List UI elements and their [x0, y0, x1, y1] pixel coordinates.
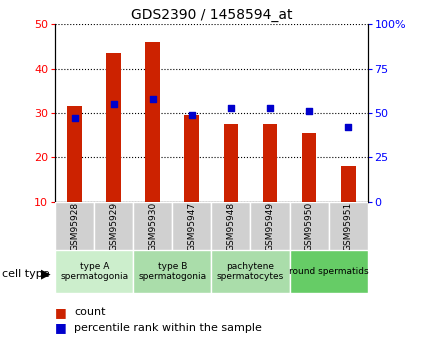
Bar	[263, 124, 278, 202]
Bar	[224, 124, 238, 202]
Text: GSM95951: GSM95951	[343, 201, 353, 250]
Bar	[302, 133, 317, 202]
Bar	[145, 42, 160, 202]
Text: type A
spermatogonia: type A spermatogonia	[60, 262, 128, 282]
Bar	[67, 106, 82, 202]
Bar	[173, 202, 211, 250]
Bar	[289, 202, 329, 250]
Bar	[341, 166, 356, 202]
Point	[227, 105, 234, 110]
Bar	[184, 115, 199, 202]
Text: GSM95950: GSM95950	[305, 201, 314, 250]
Point	[306, 108, 312, 114]
Text: GSM95929: GSM95929	[109, 201, 118, 250]
Text: count: count	[74, 307, 106, 317]
Text: ■: ■	[55, 306, 67, 319]
Text: GSM95948: GSM95948	[227, 201, 235, 250]
Bar	[250, 202, 289, 250]
Bar	[211, 250, 289, 293]
Text: GSM95930: GSM95930	[148, 201, 157, 250]
Bar	[55, 202, 94, 250]
Text: GSM95928: GSM95928	[70, 201, 79, 250]
Text: ▶: ▶	[41, 268, 51, 281]
Text: round spermatids: round spermatids	[289, 267, 368, 276]
Point	[266, 105, 273, 110]
Point	[150, 96, 156, 101]
Bar	[133, 250, 211, 293]
Text: cell type: cell type	[2, 269, 50, 279]
Bar	[55, 250, 133, 293]
Bar	[133, 202, 173, 250]
Text: pachytene
spermatocytes: pachytene spermatocytes	[217, 262, 284, 282]
Bar	[94, 202, 133, 250]
Point	[345, 125, 351, 130]
Text: percentile rank within the sample: percentile rank within the sample	[74, 323, 262, 333]
Bar	[329, 202, 368, 250]
Bar	[211, 202, 250, 250]
Point	[71, 116, 78, 121]
Text: GSM95949: GSM95949	[266, 201, 275, 250]
Text: ■: ■	[55, 321, 67, 334]
Text: GSM95947: GSM95947	[187, 201, 196, 250]
Bar	[106, 53, 121, 202]
Text: type B
spermatogonia: type B spermatogonia	[138, 262, 207, 282]
Point	[189, 112, 196, 118]
Point	[110, 101, 117, 107]
Bar	[289, 250, 368, 293]
Title: GDS2390 / 1458594_at: GDS2390 / 1458594_at	[131, 8, 292, 22]
